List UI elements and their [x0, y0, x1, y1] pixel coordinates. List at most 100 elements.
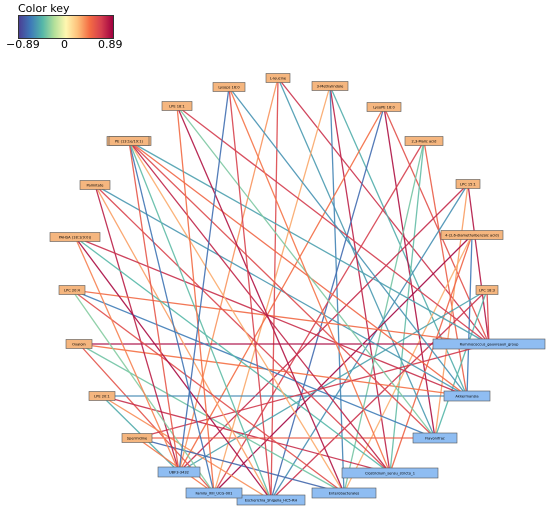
taxon-label-4: Enterobacterales [329, 491, 360, 495]
color-key-mid-label: 0 [61, 38, 68, 51]
taxon-box-4 [311, 487, 377, 499]
edge-24 [486, 289, 490, 345]
edge-48 [74, 236, 468, 397]
taxon-label-0: Ruminococcus_gauvreauii_group [460, 342, 520, 346]
metabolite-node-6: LPC 18:3 [475, 285, 499, 295]
edge-34 [101, 395, 272, 501]
metabolite-box-9 [121, 433, 153, 443]
metabolite-node-10: Palmitate [79, 180, 111, 190]
edge-65 [228, 86, 391, 474]
metabolite-label-4: LPC 15:1 [460, 182, 476, 186]
metabolite-label-8: LPE 20:1 [94, 394, 110, 398]
taxon-node-2: Flavonifrac [412, 432, 458, 444]
metabolite-node-3: 2,3-Malic acid [404, 136, 444, 146]
metabolite-label-9: Spermidine [127, 436, 148, 440]
edge-59 [128, 140, 180, 473]
edge-19 [178, 183, 469, 473]
taxon-box-1 [443, 390, 491, 402]
metabolite-node-1: 3-Methylindole [311, 81, 349, 91]
metabolite-box-11 [58, 285, 86, 295]
metabolite-node-2: LysoPE 18:0 [366, 102, 402, 112]
taxon-label-2: Flavonifrac [425, 436, 445, 440]
metabolite-label-1: 3-Methylindole [317, 84, 344, 88]
taxon-node-1: Akkermansia [443, 390, 491, 402]
taxon-node-5: Escherichia_Shigella_HC5-RH [236, 494, 306, 506]
edge-43 [94, 184, 180, 473]
edge-64 [228, 86, 468, 397]
metabolite-box-8 [88, 391, 116, 401]
edge-20 [466, 234, 473, 397]
edge-layer [71, 77, 490, 501]
metabolite-node-16: Lysops 16:0 [212, 82, 246, 92]
edge-18 [270, 183, 469, 501]
metabolite-box-1 [311, 81, 349, 91]
metabolite-box-5 [440, 230, 504, 240]
metabolite-box-12 [49, 232, 101, 242]
metabolite-node-11: LPC 20:4 [58, 285, 86, 295]
metabolite-box-4 [455, 179, 481, 189]
edge-62 [176, 105, 345, 494]
taxon-label-1: Akkermansia [455, 394, 478, 398]
edge-33 [101, 395, 391, 474]
taxon-box-5 [236, 494, 306, 506]
metabolite-box-0 [265, 73, 291, 83]
edge-42 [94, 184, 272, 501]
taxon-label-5: Escherichia_Shigella_HC5-RH [245, 498, 298, 502]
metabolite-node-9: Spermidine [121, 433, 153, 443]
taxon-node-6: Family_XIII_UCG-001 [185, 487, 243, 499]
edge-58 [128, 140, 272, 501]
metabolite-label-10: Palmitate [87, 183, 105, 187]
edge-40 [94, 184, 468, 397]
metabolite-box-16 [212, 82, 246, 92]
color-key-gradient [18, 15, 114, 39]
taxon-node-0: Ruminococcus_gauvreauii_group [432, 338, 546, 350]
edge-67 [178, 86, 230, 473]
metabolite-label-11: LPC 20:4 [64, 288, 81, 292]
metabolite-label-14: PE (13:1e/19:1) [115, 139, 144, 143]
metabolite-label-15: LPE 18:1 [169, 104, 185, 108]
metabolite-node-15: LPE 18:1 [161, 101, 193, 111]
taxon-box-3 [341, 467, 439, 479]
metabolite-box-3 [404, 136, 444, 146]
edge-56 [128, 140, 468, 397]
metabolite-node-5: 4-(2,6-diamethylbenzoic acid) [440, 230, 504, 240]
edge-15 [343, 140, 425, 494]
taxon-node-7: UBF3-3432 [157, 466, 201, 478]
node-layer: L-leucine 3-Methylindole LysoPE 18:0 2,3-Ma… [49, 73, 546, 506]
edge-11 [383, 106, 436, 439]
edge-22 [213, 234, 473, 494]
metabolite-box-15 [161, 101, 193, 111]
edge-25 [434, 289, 488, 439]
taxon-box-6 [185, 487, 243, 499]
metabolite-box-6 [475, 285, 499, 295]
edge-16 [467, 183, 490, 345]
taxon-label-7: UBF3-3432 [169, 470, 189, 474]
metabolite-node-12: PAHSA (18:1(9:0)) [49, 232, 101, 242]
taxon-label-3: Clostridium_sensu_stricto_1 [365, 471, 415, 475]
edge-60 [176, 105, 490, 345]
edge-14 [423, 140, 468, 397]
edge-55 [128, 140, 215, 494]
metabolite-box-14 [108, 136, 150, 146]
edge-66 [228, 86, 272, 501]
metabolite-label-6: LPC 18:3 [479, 288, 495, 292]
metabolite-label-3: 2,3-Malic acid [412, 139, 437, 143]
color-key-min-label: −0.89 [6, 38, 40, 51]
metabolite-box-2 [366, 102, 402, 112]
metabolite-node-4: LPC 15:1 [455, 179, 481, 189]
taxon-node-3: Clostridium_sensu_stricto_1 [341, 467, 439, 479]
edge-57 [128, 140, 391, 474]
metabolite-label-2: LysoPE 18:0 [373, 105, 395, 109]
edge-54 [128, 140, 345, 494]
edge-3 [178, 77, 279, 473]
taxon-label-6: Family_XIII_UCG-001 [196, 491, 233, 495]
taxon-box-2 [412, 432, 458, 444]
metabolite-node-8: LPE 20:1 [88, 391, 116, 401]
metabolite-box-10 [79, 180, 111, 190]
edge-51 [74, 236, 180, 473]
edge-50 [74, 236, 272, 501]
edge-21 [389, 234, 473, 474]
taxon-box-0 [432, 338, 546, 350]
